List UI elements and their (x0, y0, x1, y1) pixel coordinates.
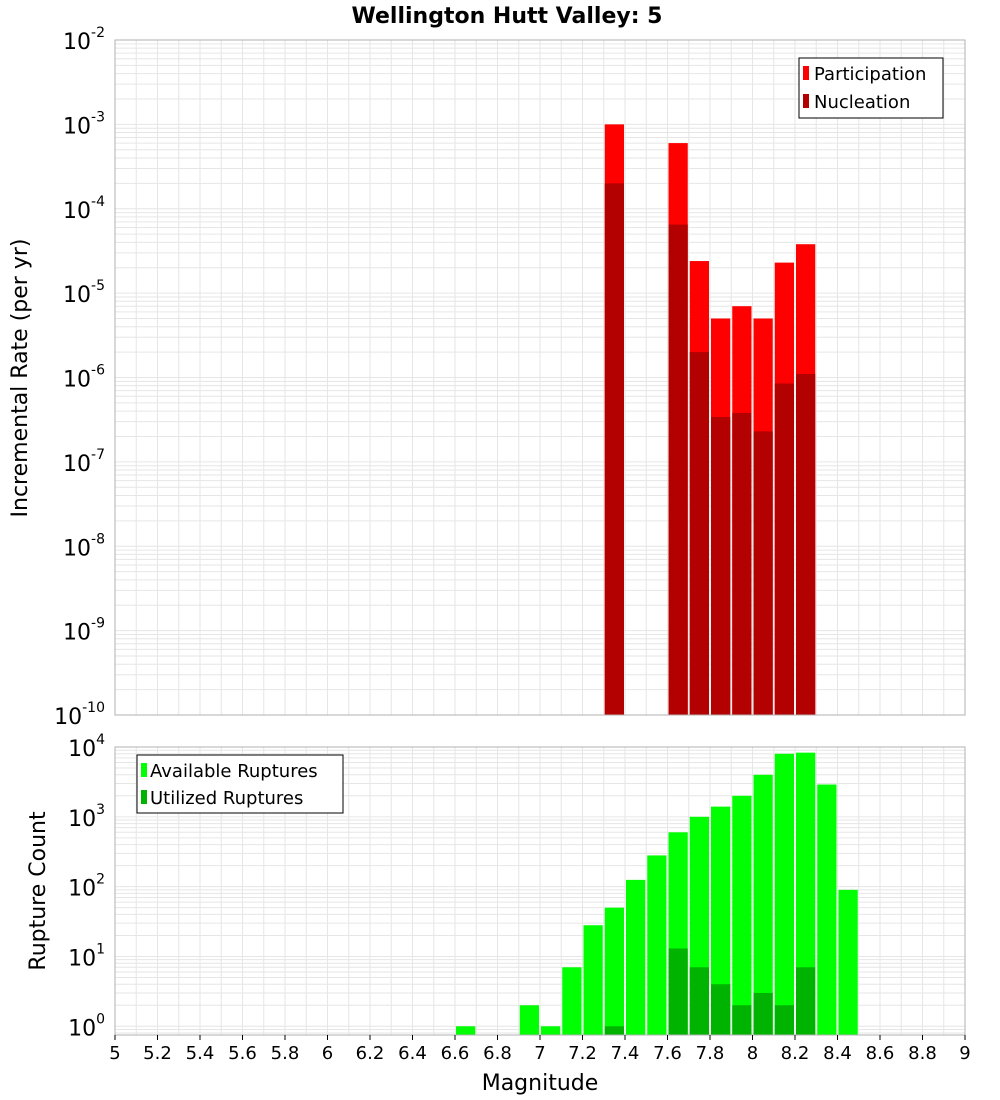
available-ruptures-bar (626, 879, 646, 1035)
nucleation-bar (689, 352, 709, 715)
x-tick-label: 9 (959, 1043, 970, 1064)
x-tick-label: 7.2 (568, 1043, 597, 1064)
utilized-ruptures-bar (604, 1026, 624, 1035)
y-tick-label: 10-4 (63, 194, 105, 224)
y-tick-label: 100 (68, 1011, 105, 1041)
nucleation-bar (732, 412, 752, 715)
utilized-ruptures-bar (774, 1005, 794, 1035)
legend-label-available: Available Ruptures (150, 761, 318, 782)
y-tick-label: 10-10 (54, 700, 105, 730)
x-tick-label: 8.2 (781, 1043, 810, 1064)
y-tick-label: 102 (68, 872, 105, 902)
top-panel: 10-10 10-9 10-8 10-7 10-6 10-5 10-4 10-3 10-2 In… (8, 25, 966, 730)
y-tick-label: 10-9 (63, 616, 105, 646)
top-legend-box (798, 57, 944, 119)
available-ruptures-bar (604, 907, 624, 1035)
x-tick-label: 7.4 (611, 1043, 640, 1064)
utilized-ruptures-bar (753, 992, 773, 1035)
available-ruptures-bar (774, 753, 794, 1035)
bottom-y-axis-label: Rupture Count (26, 811, 51, 971)
nucleation-bar (796, 374, 816, 715)
y-tick-label: 10-6 (63, 363, 105, 393)
x-tick-label: 8 (747, 1043, 758, 1064)
x-tick-label: 5.4 (186, 1043, 215, 1064)
available-ruptures-bar (456, 1026, 476, 1035)
nucleation-bar (711, 417, 731, 715)
top-y-axis-label: Incremental Rate (per yr) (8, 239, 33, 518)
available-ruptures-bar (753, 774, 773, 1035)
y-tick-label: 10-8 (63, 531, 105, 561)
x-tick-label: 8.4 (823, 1043, 852, 1064)
legend-swatch-available (141, 763, 147, 777)
bottom-x-ticks: 5 5.2 5.4 5.6 5.8 6 6.2 6.4 6.6 6.8 7 7.2 7.4 7.6 7.8 8… (109, 1035, 971, 1064)
utilized-ruptures-bar (668, 948, 688, 1035)
available-ruptures-bar (732, 795, 752, 1035)
y-tick-label: 10-2 (63, 25, 105, 55)
legend-label-nucleation: Nucleation (814, 92, 910, 113)
available-ruptures-bar (796, 752, 816, 1035)
nucleation-bar (604, 183, 624, 716)
x-tick-label: 6.4 (398, 1043, 427, 1064)
x-axis-label: Magnitude (482, 1071, 599, 1096)
utilized-ruptures-bar (732, 1005, 752, 1035)
bottom-legend: Available Ruptures Utilized Ruptures (136, 754, 344, 814)
utilized-ruptures-bar (711, 984, 731, 1035)
x-tick-label: 5.8 (271, 1043, 300, 1064)
legend-swatch-utilized (141, 790, 147, 804)
x-tick-label: 6.6 (441, 1043, 470, 1064)
legend-label-participation: Participation (814, 64, 926, 85)
bottom-bars (456, 752, 858, 1035)
available-ruptures-bar (838, 889, 858, 1035)
x-tick-label: 6.8 (483, 1043, 512, 1064)
x-tick-label: 6.2 (356, 1043, 385, 1064)
y-tick-label: 101 (68, 941, 105, 971)
nucleation-bar (668, 224, 688, 715)
available-ruptures-bar (562, 967, 582, 1035)
bottom-legend-box (136, 754, 344, 814)
y-tick-label: 10-5 (63, 278, 105, 308)
top-grid (114, 39, 966, 716)
top-plot-frame (114, 39, 966, 716)
x-tick-label: 8.8 (908, 1043, 937, 1064)
legend-label-utilized: Utilized Ruptures (150, 788, 303, 809)
bottom-y-ticks: 100 101 102 103 104 (68, 732, 105, 1041)
bottom-panel: 100 101 102 103 104 5 5.2 5.4 5.6 5.8 6 6.2 6.4 6.6 6… (26, 732, 971, 1096)
available-ruptures-bar (817, 784, 837, 1035)
y-tick-label: 103 (68, 802, 105, 832)
top-legend: Participation Nucleation (798, 57, 944, 119)
x-tick-label: 6 (322, 1043, 333, 1064)
chart-title: Wellington Hutt Valley: 5 (352, 4, 663, 29)
available-ruptures-bar (647, 855, 667, 1035)
x-tick-label: 7.6 (653, 1043, 682, 1064)
legend-swatch-nucleation (803, 94, 809, 108)
top-y-ticks: 10-10 10-9 10-8 10-7 10-6 10-5 10-4 10-3 10-2 (54, 25, 105, 730)
x-tick-label: 7.8 (696, 1043, 725, 1064)
utilized-ruptures-bar (796, 967, 816, 1035)
nucleation-bar (753, 431, 773, 715)
legend-swatch-participation (803, 66, 809, 80)
x-tick-label: 5.6 (228, 1043, 257, 1064)
available-ruptures-bar (519, 1005, 539, 1035)
available-ruptures-bar (711, 806, 731, 1035)
x-tick-label: 7 (534, 1043, 545, 1064)
y-tick-label: 104 (68, 732, 105, 762)
utilized-ruptures-bar (689, 967, 709, 1035)
y-tick-label: 10-3 (63, 109, 105, 139)
x-tick-label: 5 (109, 1043, 120, 1064)
x-tick-label: 8.6 (866, 1043, 895, 1064)
available-ruptures-bar (583, 925, 603, 1035)
nucleation-bar (774, 383, 794, 715)
x-tick-label: 5.2 (143, 1043, 172, 1064)
y-tick-label: 10-7 (63, 447, 105, 477)
available-ruptures-bar (541, 1026, 561, 1035)
top-bars (604, 124, 816, 716)
